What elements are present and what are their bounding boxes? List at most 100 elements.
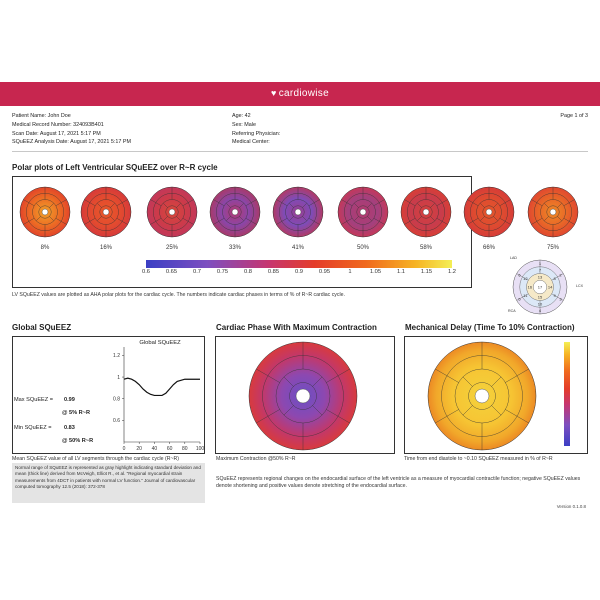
ring-boundary bbox=[356, 205, 370, 219]
segment-boundary bbox=[373, 218, 385, 225]
aha-segment-number: 17 bbox=[538, 285, 543, 290]
colorbar-tick: 1.1 bbox=[396, 269, 406, 275]
segment-boundary bbox=[436, 218, 448, 225]
y-tick-label: 1.2 bbox=[113, 353, 120, 359]
global-squeez-chart: Global SQuEEZ 0.6 0.8 1 1.2 0 20 40 60 80 100 bbox=[113, 340, 204, 452]
aha-segment-number: 13 bbox=[538, 274, 543, 279]
phase-label: 75% bbox=[546, 245, 559, 251]
segment-boundary bbox=[312, 376, 323, 387]
apex-center bbox=[422, 208, 430, 216]
segment-boundary bbox=[354, 216, 359, 221]
segment-boundary bbox=[417, 216, 422, 221]
segment-boundary bbox=[341, 199, 353, 206]
ring-boundary bbox=[99, 205, 113, 219]
aha-segment-number: 15 bbox=[538, 295, 543, 300]
segment-boundary bbox=[430, 216, 435, 221]
segment-boundary bbox=[493, 216, 498, 221]
segment-boundary bbox=[245, 199, 257, 206]
segment-boundary bbox=[435, 368, 459, 383]
segment-boundary bbox=[49, 203, 54, 208]
x-tick-label: 0 bbox=[123, 446, 126, 452]
segment-boundary bbox=[312, 405, 323, 416]
aha-divider bbox=[551, 273, 564, 281]
aha-segment-number: 9 bbox=[553, 293, 556, 298]
segment-boundary bbox=[239, 216, 244, 221]
patient-name: Patient Name: John Doe bbox=[12, 113, 71, 119]
segment-boundary bbox=[499, 218, 511, 225]
aha-segment-number: 10 bbox=[538, 301, 543, 306]
segment-boundary bbox=[557, 203, 562, 208]
segment-boundary bbox=[367, 216, 372, 221]
delay-title: Mechanical Delay (Time To 10% Contractio… bbox=[405, 323, 575, 332]
ring-boundary bbox=[546, 205, 560, 219]
segment-boundary bbox=[480, 216, 485, 221]
aha-segment-number: 1 bbox=[539, 261, 542, 266]
medical-center: Medical Center: bbox=[232, 139, 270, 146]
segment-boundary bbox=[226, 216, 231, 221]
min-squeez-value: 0.83 bbox=[64, 425, 75, 431]
max-contraction-title: Cardiac Phase With Maximum Contraction bbox=[216, 323, 377, 332]
apex-center bbox=[474, 388, 490, 404]
segment-boundary bbox=[239, 203, 244, 208]
aha-divider bbox=[551, 293, 564, 301]
segment-boundary bbox=[467, 199, 479, 206]
segment-boundary bbox=[97, 216, 102, 221]
segment-boundary bbox=[404, 218, 416, 225]
segment-boundary bbox=[283, 376, 294, 387]
colorbar-tick: 0.75 bbox=[216, 269, 229, 275]
segment-boundary bbox=[462, 376, 473, 387]
colorbar-tick: 1.05 bbox=[369, 269, 382, 275]
segment-boundary bbox=[182, 218, 194, 225]
aha-segment-number: 12 bbox=[523, 276, 528, 281]
segment-boundary bbox=[557, 216, 562, 221]
segment-boundary bbox=[213, 199, 225, 206]
brand-logo: ♥ cardiowise bbox=[0, 88, 600, 99]
ring-boundary bbox=[419, 205, 433, 219]
min-squeez-label: Min SQuEEZ = bbox=[14, 425, 52, 431]
max-squeez-phase: @ 5% R~R bbox=[62, 410, 90, 416]
phase-label: 41% bbox=[291, 245, 304, 251]
squeez-colorbar bbox=[146, 260, 452, 268]
aha-segment-number: 16 bbox=[528, 285, 533, 290]
aha-apex bbox=[533, 280, 547, 294]
segment-boundary bbox=[213, 218, 225, 225]
segment-boundary bbox=[326, 368, 350, 383]
apex-center bbox=[41, 208, 49, 216]
colorbar-tick: 0.85 bbox=[267, 269, 280, 275]
segment-boundary bbox=[84, 218, 96, 225]
colorbar-tick: 1 bbox=[348, 269, 352, 275]
phase-label: 33% bbox=[228, 245, 241, 251]
aha-territory-label: LCX bbox=[576, 284, 584, 288]
aha-segment-number: 6 bbox=[518, 273, 521, 278]
colorbar-tick: 0.65 bbox=[165, 269, 178, 275]
min-squeez-phase: @ 50% R~R bbox=[62, 438, 94, 444]
global-squeez-panel bbox=[12, 336, 205, 454]
aha-territory-label: LAD bbox=[510, 256, 517, 260]
x-tick-label: 100 bbox=[196, 446, 204, 452]
segment-boundary bbox=[367, 203, 372, 208]
colorbar-tick: 0.7 bbox=[192, 269, 202, 275]
ring-boundary bbox=[291, 205, 305, 219]
segment-boundary bbox=[163, 216, 168, 221]
segment-boundary bbox=[84, 199, 96, 206]
segment-boundary bbox=[150, 218, 162, 225]
segment-boundary bbox=[563, 218, 575, 225]
segment-boundary bbox=[276, 199, 288, 206]
phase-label: 8% bbox=[40, 245, 50, 251]
segment-boundary bbox=[462, 405, 473, 416]
segment-boundary bbox=[283, 405, 294, 416]
y-tick-label: 0.6 bbox=[113, 418, 120, 424]
delay-panel bbox=[404, 336, 588, 454]
delay-polar bbox=[427, 341, 570, 451]
segment-boundary bbox=[493, 203, 498, 208]
segment-boundary bbox=[326, 409, 350, 424]
x-tick-label: 40 bbox=[152, 446, 158, 452]
aha-divider bbox=[516, 293, 529, 301]
patient-sex: Sex: Male bbox=[232, 121, 256, 128]
segment-boundary bbox=[289, 216, 294, 221]
y-tick-label: 1 bbox=[117, 375, 120, 381]
y-tick-label: 0.8 bbox=[113, 397, 120, 403]
segment-boundary bbox=[491, 405, 502, 416]
polar-plots-panel bbox=[12, 176, 472, 288]
